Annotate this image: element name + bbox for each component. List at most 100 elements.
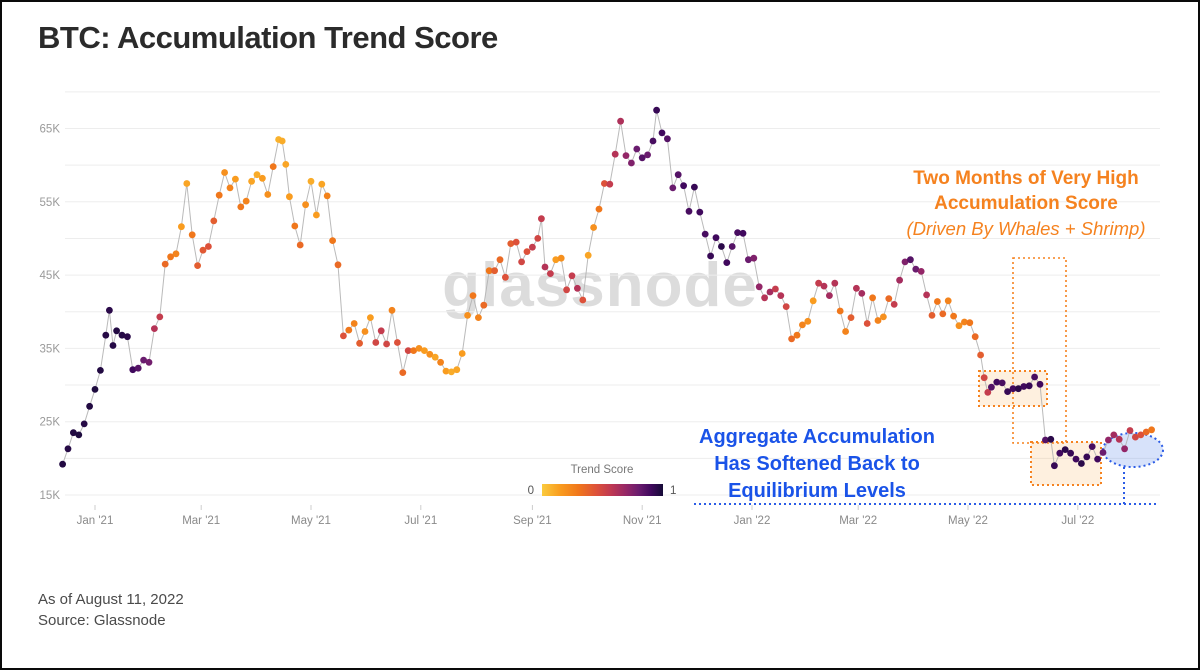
data-point xyxy=(1004,388,1011,395)
data-point xyxy=(80,420,88,428)
data-point xyxy=(966,319,974,327)
data-point xyxy=(815,279,822,287)
data-point xyxy=(1115,435,1123,443)
price-line xyxy=(62,110,1152,468)
data-point xyxy=(611,150,619,158)
data-point xyxy=(701,230,709,238)
data-point xyxy=(595,205,603,213)
data-point xyxy=(129,366,137,374)
chart-footer: As of August 11, 2022 Source: Glassnode xyxy=(38,589,184,631)
data-point xyxy=(1051,462,1058,470)
y-axis-label: 35K xyxy=(40,343,61,355)
data-point xyxy=(739,229,747,237)
data-point xyxy=(971,333,979,341)
data-point xyxy=(70,429,77,437)
data-point xyxy=(617,117,624,125)
data-point xyxy=(453,366,461,374)
data-point xyxy=(772,285,779,293)
data-point xyxy=(307,177,315,185)
x-axis-label: Nov '21 xyxy=(623,515,662,527)
data-point xyxy=(563,286,570,294)
legend-min-label: 0 xyxy=(528,485,534,497)
data-point xyxy=(383,340,390,348)
data-point xyxy=(955,322,963,330)
data-point xyxy=(367,314,374,321)
data-point xyxy=(842,328,849,335)
annotation-orange-line1: Two Months of Very High xyxy=(913,168,1139,189)
data-point xyxy=(674,171,682,179)
data-point xyxy=(318,180,326,188)
data-point xyxy=(388,306,396,314)
data-point xyxy=(1031,373,1038,381)
data-point xyxy=(880,313,887,321)
data-point xyxy=(145,358,153,366)
data-point xyxy=(923,291,930,299)
annotation-orange-line2: Accumulation Score xyxy=(934,193,1118,214)
data-point xyxy=(950,312,957,320)
data-point xyxy=(469,292,477,299)
data-point xyxy=(109,342,117,349)
data-point xyxy=(491,267,498,275)
y-axis-label: 65K xyxy=(40,124,61,136)
data-point xyxy=(988,383,995,391)
annotation-orange-line3: (Driven By Whales + Shrimp) xyxy=(906,218,1146,239)
data-point xyxy=(442,367,450,375)
data-point xyxy=(350,320,358,327)
chart-area: glassnode 15K 25K 35K 45K 55K 65K Jan '21 Mar '… xyxy=(40,91,1164,527)
data-point xyxy=(1061,446,1069,453)
data-point xyxy=(485,267,493,275)
data-point xyxy=(232,175,239,183)
data-point xyxy=(696,208,704,216)
data-point xyxy=(404,347,412,354)
x-axis-label: Jan '22 xyxy=(734,515,771,527)
data-point xyxy=(113,327,120,335)
data-point xyxy=(653,106,660,114)
data-point xyxy=(340,332,347,340)
data-point xyxy=(523,248,531,256)
data-point xyxy=(345,326,353,334)
annotation-equilibrium: Aggregate Accumulation Has Softened Back… xyxy=(668,424,966,505)
data-point xyxy=(323,192,331,200)
data-point xyxy=(755,283,763,291)
data-point xyxy=(1042,436,1049,444)
data-point xyxy=(264,191,272,198)
data-point xyxy=(980,374,988,382)
data-point xyxy=(221,169,229,176)
data-point xyxy=(538,215,545,223)
data-point xyxy=(372,339,380,346)
x-axis: Jan '21 Mar '21 May '21 Jul '21 Sep '21 Nov '… xyxy=(77,505,1094,527)
data-point xyxy=(151,325,158,332)
data-point xyxy=(552,256,560,264)
data-point xyxy=(1078,460,1085,467)
data-point xyxy=(606,180,614,188)
data-point xyxy=(939,310,947,318)
data-point xyxy=(291,222,299,230)
data-point xyxy=(134,364,142,372)
glassnode-watermark: glassnode xyxy=(442,251,758,320)
x-axis-label: Jul '21 xyxy=(404,515,437,527)
data-point xyxy=(977,351,984,359)
data-point xyxy=(1020,383,1028,390)
data-point xyxy=(680,182,687,190)
data-point xyxy=(1056,449,1064,457)
data-point xyxy=(669,184,677,192)
data-point xyxy=(59,460,66,468)
data-point xyxy=(91,386,99,393)
data-point xyxy=(512,238,520,246)
data-point xyxy=(399,369,407,376)
data-point xyxy=(907,256,914,264)
data-point xyxy=(782,303,790,310)
data-point xyxy=(799,321,806,329)
data-point xyxy=(183,180,191,187)
legend-gradient-bar xyxy=(542,484,663,496)
data-point xyxy=(896,276,903,284)
data-point xyxy=(194,262,202,269)
data-point xyxy=(1126,427,1134,434)
data-point xyxy=(831,279,839,287)
data-point xyxy=(161,260,169,268)
page-title: BTC: Accumulation Trend Score xyxy=(38,20,498,55)
data-point xyxy=(1009,385,1017,393)
data-point xyxy=(199,246,207,254)
data-point xyxy=(1148,426,1155,434)
